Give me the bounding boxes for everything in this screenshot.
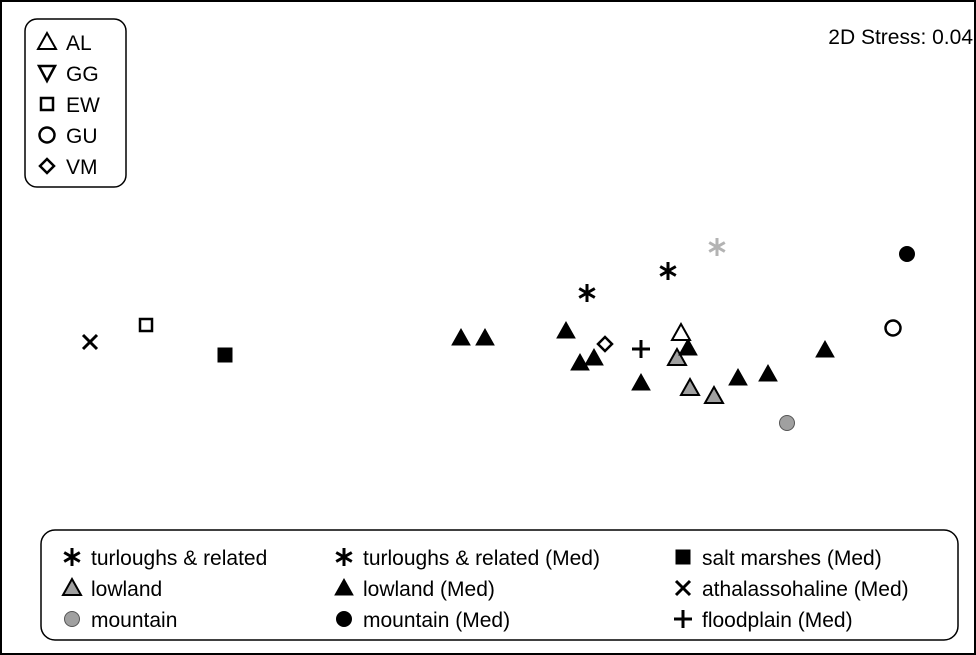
data-point-9	[578, 284, 596, 302]
shape-legend-label: GU	[66, 125, 98, 148]
shape-legend-label: GG	[66, 63, 99, 86]
shape-legend-box	[24, 18, 127, 188]
shape-legend-marker-al	[36, 30, 58, 50]
shape-legend-marker-gu	[38, 126, 56, 144]
data-point-23	[884, 319, 902, 337]
category-legend-marker-1	[335, 548, 353, 566]
shape-legend-label: EW	[66, 94, 100, 117]
category-legend-marker-5	[674, 579, 692, 597]
data-point-4	[475, 327, 495, 346]
category-legend-marker-4	[334, 577, 354, 596]
shape-legend: AL GG EW GU VM	[36, 30, 100, 179]
category-legend-marker-0	[63, 548, 81, 566]
category-legend-label: floodplain (Med)	[702, 609, 853, 632]
data-point-8	[596, 335, 614, 353]
category-legend-label: mountain	[91, 609, 177, 632]
data-point-22	[815, 339, 835, 358]
data-point-2	[217, 347, 233, 363]
shape-legend-marker-ew	[39, 96, 55, 112]
data-point-5	[556, 320, 576, 339]
data-point-19	[728, 367, 748, 386]
data-point-15	[678, 337, 698, 356]
category-legend-label: athalassohaline (Med)	[702, 578, 909, 601]
data-points	[81, 238, 915, 431]
category-legend-label: turloughs & related	[91, 547, 267, 570]
shape-legend-marker-vm	[38, 157, 56, 175]
shape-legend-marker-gg	[36, 64, 58, 84]
category-legend-label: lowland	[91, 578, 162, 601]
shape-legend-label: VM	[66, 156, 98, 179]
data-point-1	[138, 317, 154, 333]
category-legend-box	[40, 529, 959, 641]
category-legend-label: lowland (Med)	[363, 578, 495, 601]
data-point-21	[779, 415, 795, 431]
data-point-11	[708, 238, 726, 256]
category-legend-marker-3	[61, 576, 83, 596]
category-legend-marker-8	[674, 610, 692, 628]
shape-legend-label: AL	[66, 32, 92, 55]
data-point-17	[679, 376, 701, 396]
category-legend-marker-7	[336, 611, 352, 627]
data-point-7	[584, 347, 604, 366]
category-legend-label: turloughs & related (Med)	[363, 547, 600, 570]
stress-label: 2D Stress: 0.04	[828, 26, 973, 49]
data-point-18	[703, 384, 725, 404]
data-point-13	[631, 372, 651, 391]
data-point-14	[666, 346, 688, 366]
data-point-24	[899, 246, 915, 262]
data-point-0	[81, 333, 99, 351]
data-point-16	[670, 321, 692, 341]
data-point-12	[632, 340, 650, 358]
category-legend-marker-6	[64, 611, 80, 627]
data-point-3	[451, 327, 471, 346]
data-point-6	[570, 352, 590, 371]
data-point-10	[659, 262, 677, 280]
category-legend-marker-2	[675, 549, 691, 565]
category-legend: turloughs & related turloughs & related (…	[61, 547, 909, 632]
data-point-20	[758, 363, 778, 382]
category-legend-label: salt marshes (Med)	[702, 547, 882, 570]
category-legend-label: mountain (Med)	[363, 609, 510, 632]
